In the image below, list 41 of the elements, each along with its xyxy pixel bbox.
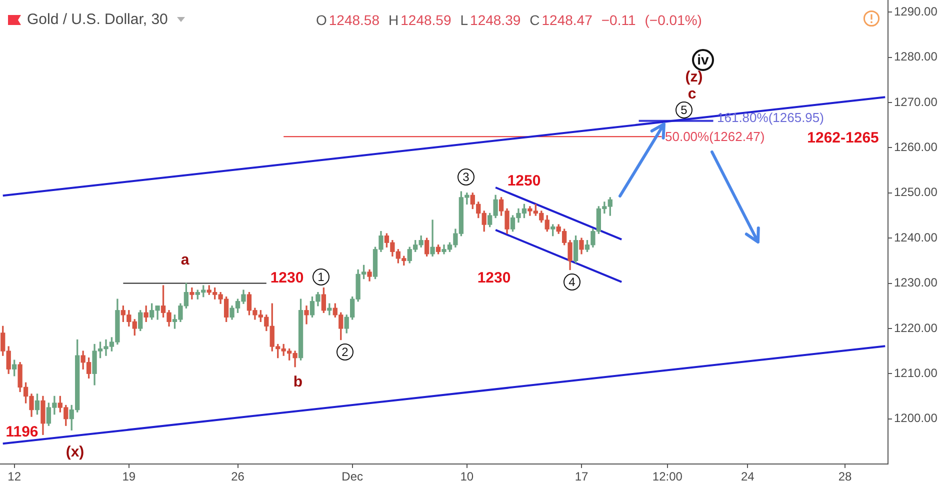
annotation: 3 [462,170,470,184]
annotation: 1196 [6,424,38,441]
annotation: 1262-1265 [807,130,879,147]
x-tick-label: 19 [122,470,136,484]
annotation: 50.00%(1262.47) [665,129,765,144]
annotation: b [293,374,303,391]
y-tick-label: 1210.00 [894,366,938,380]
x-tick-label: 12 [8,470,22,484]
x-tick-label: 28 [838,470,852,484]
y-tick-label: 1280.00 [894,50,938,64]
annotation: 1 [318,270,325,284]
y-tick-label: 1230.00 [894,276,938,290]
y-tick-label: 1200.00 [894,411,938,426]
x-tick-label: 24 [740,470,755,484]
y-tick-label: 1240.00 [894,230,938,244]
y-tick-label: 1270.00 [894,94,938,109]
y-tick-label: 1260.00 [894,140,938,154]
annotation: 161.80%(1265.95) [717,110,824,126]
y-tick-label: 1290.00 [894,4,938,19]
candlestick [304,306,309,324]
x-tick-label: 26 [231,470,245,484]
annotation: 1230 [270,270,304,287]
annotation: 5 [680,102,688,117]
x-tick-label: Dec [342,470,364,484]
annotation: 4 [568,274,576,289]
candlestick [190,287,194,300]
annotation: 1250 [507,172,541,190]
x-tick-label: 10 [460,470,474,484]
candlestick [430,220,435,256]
annotation: 2 [342,344,349,359]
annotation: c [688,86,696,103]
annotation: a [180,252,190,269]
text: Gold / U.S. Dollar, 30 [27,11,168,28]
x-tick-label: 17 [574,470,588,484]
y-tick-label: 1250.00 [894,185,938,200]
annotation: 1230 [477,270,511,287]
annotation: (z) [685,68,703,86]
x-tick-label: 12:00 [652,470,683,484]
y-tick-label: 1220.00 [894,320,938,335]
annotation: (x) [66,444,84,461]
annotation: iv [697,51,710,68]
